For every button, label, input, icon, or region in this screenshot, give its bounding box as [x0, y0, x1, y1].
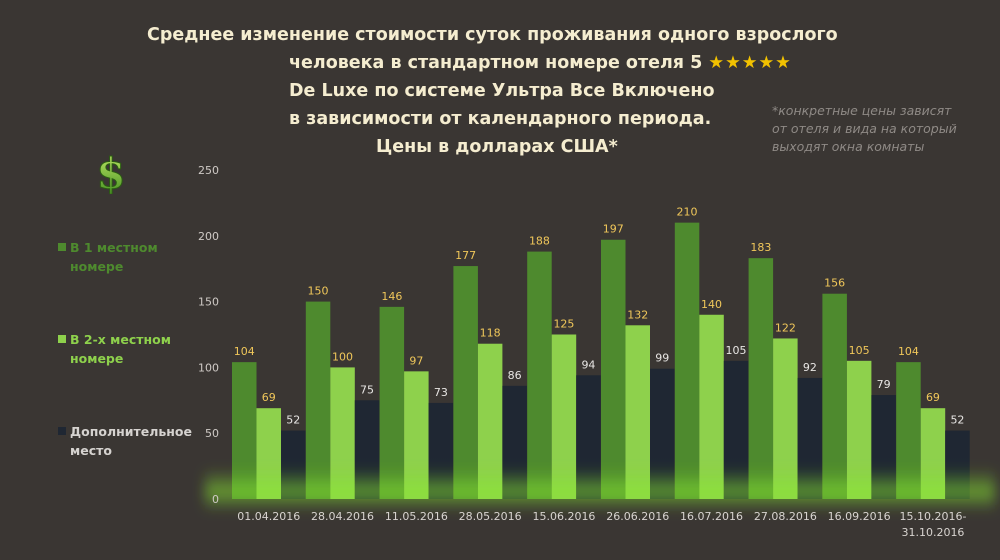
legend-label-extra: Дополнительное место	[70, 424, 192, 458]
legend-swatch-double	[58, 335, 66, 343]
note-line-3: выходят окна комнаты	[772, 139, 925, 154]
x-tick-label: 16.09.2016	[828, 510, 891, 523]
x-tick-label: 28.04.2016	[311, 510, 374, 523]
data-label-series-1: 104	[898, 345, 919, 358]
data-label-series-2: 118	[480, 327, 501, 340]
y-tick-label: 250	[198, 164, 219, 177]
legend-label-single: В 1 местном номере	[70, 240, 158, 274]
data-label-series-1: 104	[234, 345, 255, 358]
data-label-series-3: 86	[508, 369, 522, 382]
bar-series-1	[527, 251, 552, 499]
y-tick-label: 50	[205, 427, 219, 440]
data-label-series-3: 52	[950, 414, 964, 427]
legend-swatch-extra	[58, 427, 66, 435]
data-label-series-2: 132	[627, 308, 648, 321]
data-label-series-1: 156	[824, 277, 845, 290]
dollar-icon: $	[96, 150, 126, 194]
data-label-series-1: 150	[308, 285, 329, 298]
bar-series-1	[379, 306, 405, 499]
title-line-1: Среднее изменение стоимости суток прожив…	[147, 25, 838, 45]
title-line-5: Цены в долларах США*	[376, 137, 618, 157]
note-line-2: от отеля и вида на который	[772, 121, 957, 136]
x-tick-label: 01.04.2016	[237, 510, 300, 523]
note-line-1: *конкретные цены зависят	[772, 103, 952, 118]
data-label-series-1: 210	[677, 206, 698, 219]
baseline-glow	[205, 468, 995, 512]
data-label-series-1: 183	[750, 241, 771, 254]
data-label-series-1: 177	[455, 249, 476, 262]
data-label-series-3: 79	[877, 378, 891, 391]
x-tick-label: 26.06.2016	[606, 510, 669, 523]
data-label-series-3: 75	[360, 383, 374, 396]
data-label-series-3: 92	[803, 361, 817, 374]
title-line-4: в зависимости от календарного периода.	[289, 109, 712, 129]
data-label-series-3: 52	[286, 414, 300, 427]
y-tick-label: 0	[212, 493, 219, 506]
data-label-series-1: 188	[529, 235, 550, 248]
legend-swatch-single	[58, 243, 66, 251]
x-tick-label: 11.05.2016	[385, 510, 448, 523]
title-line-2-text: человека в стандартном номере отеля 5	[289, 53, 703, 73]
data-label-series-1: 146	[381, 290, 402, 303]
title-line-2: человека в стандартном номере отеля 5 ★★…	[289, 50, 792, 78]
bar-series-1	[674, 222, 700, 499]
data-label-series-1: 197	[603, 223, 624, 236]
data-label-series-3: 73	[434, 386, 448, 399]
x-tick-label: 31.10.2016	[901, 526, 964, 539]
stars-rating: ★★★★★	[708, 53, 792, 73]
x-tick-label: 16.07.2016	[680, 510, 743, 523]
data-label-series-3: 105	[726, 344, 747, 357]
data-label-series-2: 69	[926, 391, 940, 404]
legend-label-double: В 2-х местном номере	[70, 332, 171, 366]
y-tick-label: 200	[198, 230, 219, 243]
data-label-series-3: 99	[655, 352, 669, 365]
y-tick-label: 150	[198, 296, 219, 309]
data-label-series-2: 140	[701, 298, 722, 311]
data-label-series-2: 97	[409, 354, 423, 367]
x-tick-label: 27.08.2016	[754, 510, 817, 523]
x-tick-label: 28.05.2016	[459, 510, 522, 523]
bar-series-1	[453, 266, 478, 499]
bar-series-1	[601, 239, 626, 500]
bar-series-1	[822, 293, 847, 499]
data-label-series-2: 125	[553, 318, 574, 331]
bar-series-1	[748, 258, 774, 499]
y-tick-label: 100	[198, 361, 219, 374]
data-label-series-2: 122	[775, 321, 796, 334]
title-line-3: De Luxe по системе Ультра Все Включено	[289, 81, 715, 101]
x-tick-label: 15.06.2016	[532, 510, 595, 523]
x-tick-label: 15.10.2016-	[899, 510, 966, 523]
data-label-series-2: 69	[262, 391, 276, 404]
price-note: *конкретные цены зависят от отеля и вида…	[772, 102, 992, 156]
data-label-series-2: 100	[332, 350, 353, 363]
bar-series-1	[305, 301, 331, 499]
data-label-series-2: 105	[849, 344, 870, 357]
data-label-series-3: 94	[581, 358, 595, 371]
svg-text:$: $	[96, 150, 125, 194]
